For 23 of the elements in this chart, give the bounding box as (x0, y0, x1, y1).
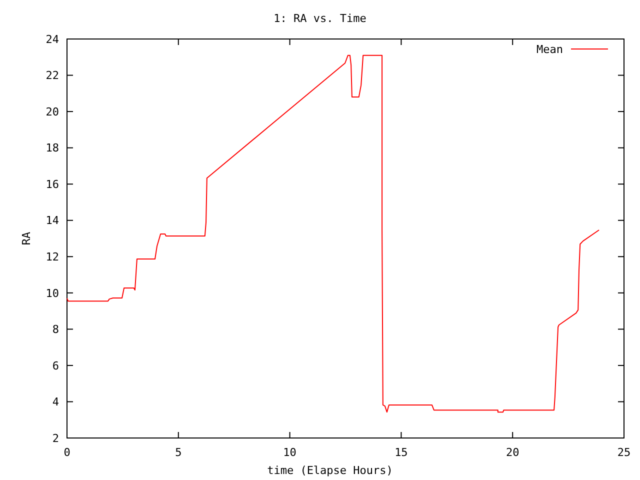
y-axis-title: RA (20, 232, 33, 246)
x-tick-label: 0 (64, 446, 70, 459)
x-tick-label: 15 (394, 446, 408, 459)
x-tick-label: 20 (506, 446, 520, 459)
text: Mean (536, 42, 563, 56)
x-tick-label: 5 (175, 446, 182, 459)
line-series (66, 54, 600, 413)
x-tick-label: 25 (617, 446, 631, 459)
x-axis-title: time (Elapse Hours) (267, 464, 393, 477)
y-tick-label: 12 (46, 250, 59, 264)
y-tick-label: 6 (52, 359, 59, 372)
y-tick-label: 24 (46, 32, 60, 46)
y-tick-label: 16 (46, 178, 59, 191)
y-tick-label: 8 (52, 323, 59, 336)
chart-title: 1: RA vs. Time (274, 12, 366, 25)
y-tick-label: 4 (52, 396, 60, 409)
y-tick-label: 10 (46, 286, 59, 300)
y-tick-label: 14 (46, 214, 60, 228)
y-tick-label: 20 (46, 105, 59, 118)
y-tick-label: 22 (46, 69, 59, 82)
y-tick-label: 2 (52, 432, 59, 445)
y-tick-label: 18 (46, 142, 59, 155)
x-tick-label: 10 (283, 446, 296, 459)
